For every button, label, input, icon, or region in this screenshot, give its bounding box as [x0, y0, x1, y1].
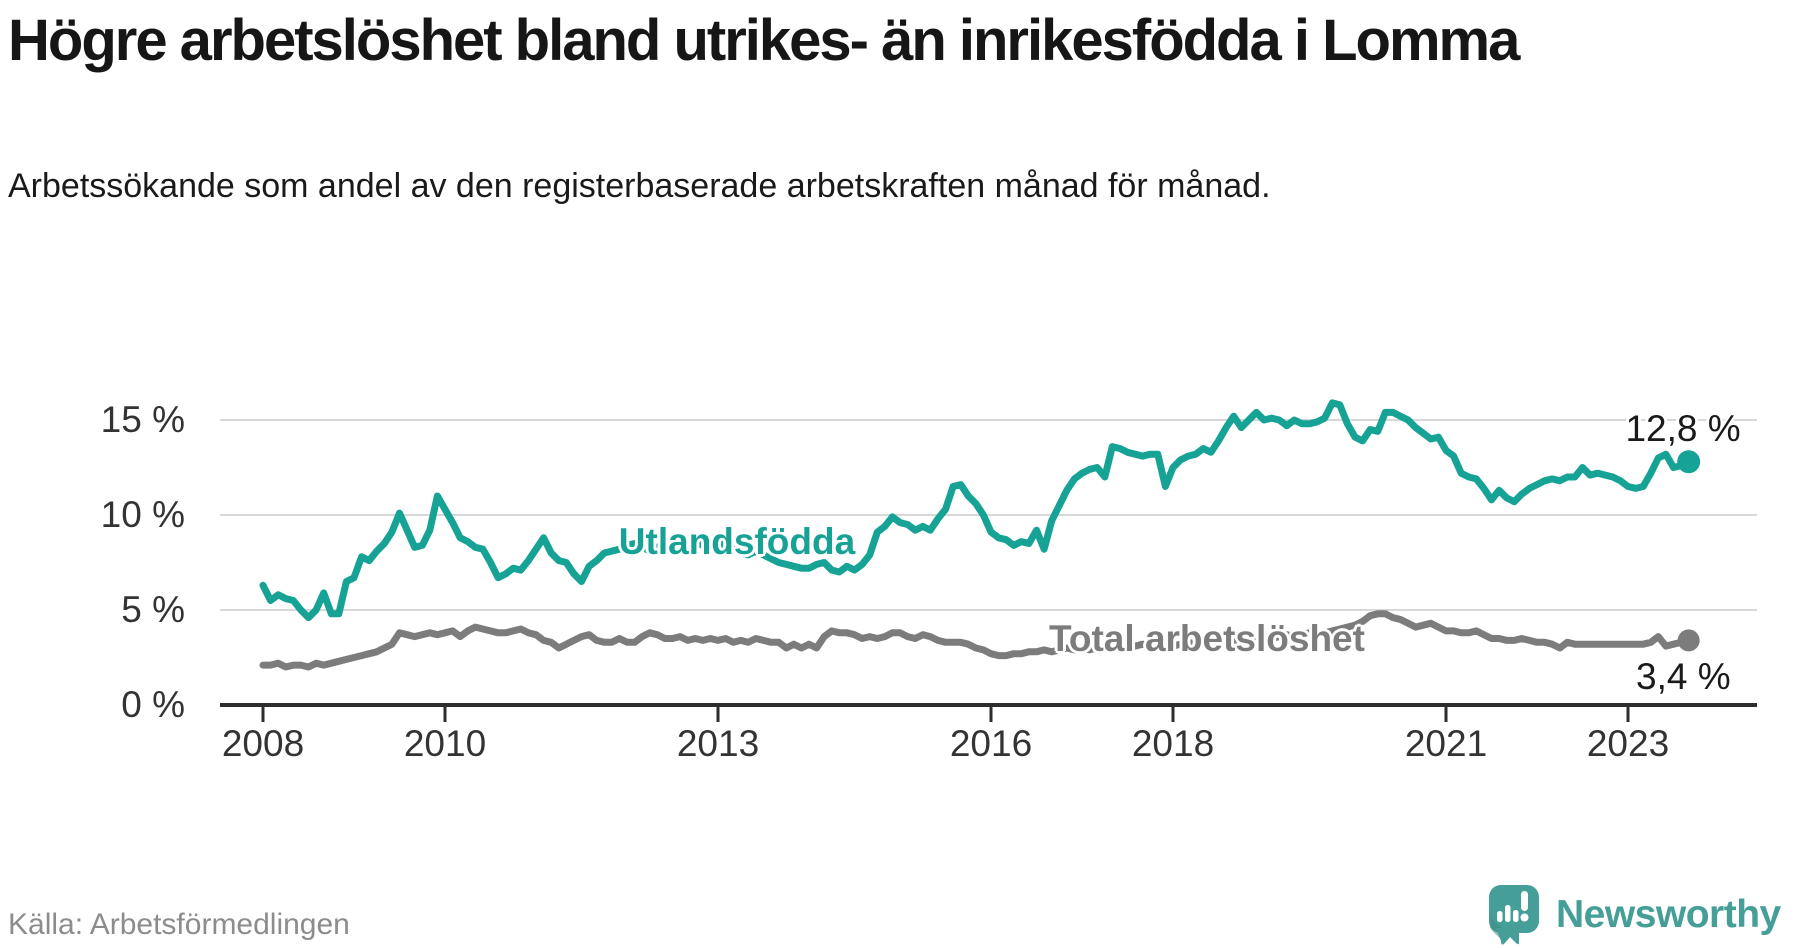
series-label-total-arbetsloshet: Total arbetslöshet: [1049, 618, 1365, 659]
page-subtitle: Arbetssökande som andel av den registerb…: [8, 167, 1271, 205]
end-value-total: 3,4 %: [1636, 656, 1731, 698]
gridlines: [220, 419, 1757, 611]
x-tick-label: 2021: [1404, 723, 1488, 764]
utlandsfodda-end-dot: [1677, 450, 1701, 474]
total-arbetsloshet-line: [259, 610, 1693, 671]
x-tick-label: 2023: [1586, 723, 1670, 764]
brand-name: Newsworthy: [1556, 893, 1781, 936]
y-tick-label: 0 %: [121, 684, 185, 725]
newsworthy-bubble-icon: [1489, 885, 1539, 945]
logo-exclamation: [1521, 891, 1528, 911]
x-tick-label: 2018: [1131, 723, 1215, 764]
source-note: Källa: Arbetsförmedlingen: [8, 908, 350, 941]
y-tick-label: 5 %: [121, 589, 185, 630]
y-tick-label: 10 %: [100, 494, 185, 535]
x-axis: [220, 703, 1757, 722]
newsworthy-logo: Newsworthy: [1488, 884, 1781, 946]
x-tick-label: 2013: [676, 723, 760, 764]
x-tick-label: 2008: [221, 723, 305, 764]
page-title: Högre arbetslöshet bland utrikes- än inr…: [8, 8, 1520, 73]
logo-bar-2: [1505, 905, 1511, 922]
logo-bar-3: [1513, 910, 1519, 922]
series-label-utlandsfodda: Utlandsfödda: [618, 521, 856, 562]
logo-bar-1: [1497, 911, 1503, 922]
x-tick-label: 2010: [403, 723, 487, 764]
y-tick-label: 15 %: [100, 399, 185, 440]
end-value-utlandsfodda: 12,8 %: [1625, 407, 1741, 449]
total-end-dot: [1677, 629, 1700, 652]
utlandsfodda-line: [259, 399, 1693, 622]
x-tick-label: 2016: [949, 723, 1033, 764]
